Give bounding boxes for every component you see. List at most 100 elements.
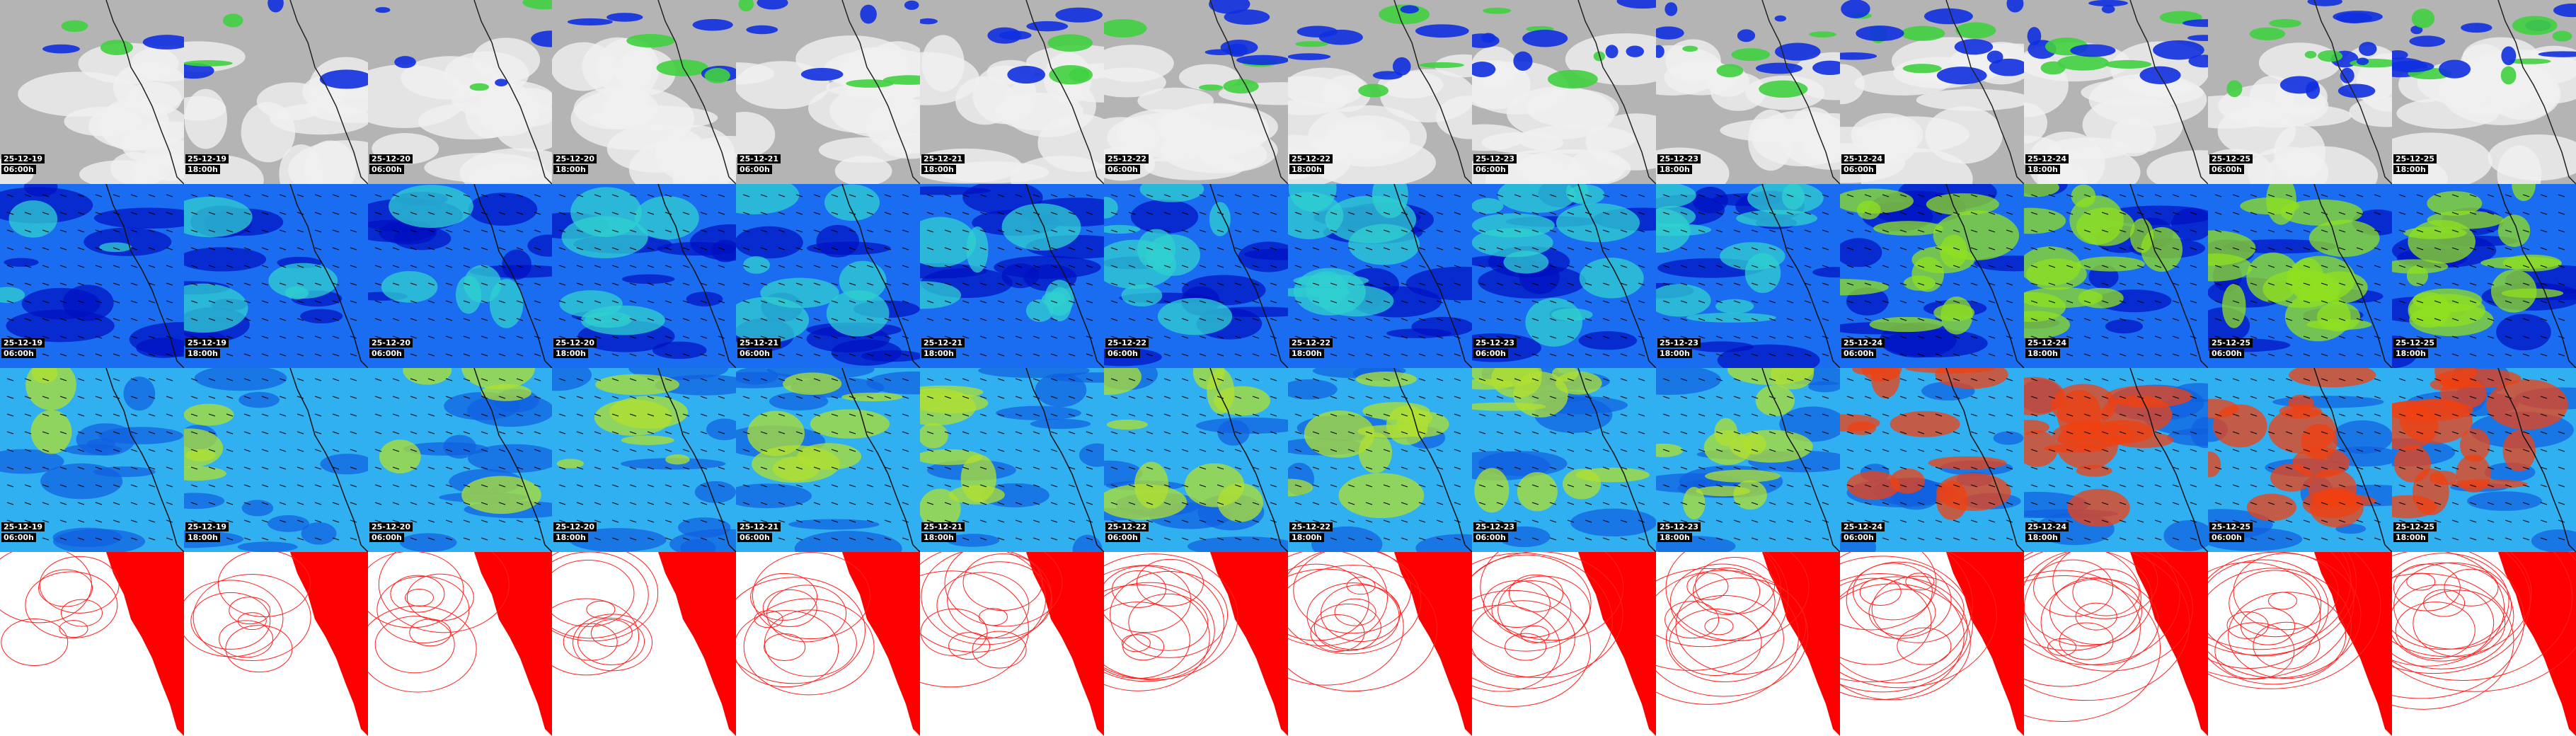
time-label: 06:00h — [1105, 165, 1140, 174]
date-label: 25-12-23 — [1657, 522, 1701, 531]
map-image — [1840, 368, 2024, 552]
date-label: 25-12-24 — [1841, 338, 1885, 347]
date-label: 25-12-25 — [2393, 522, 2437, 531]
map-image — [920, 184, 1104, 368]
time-label: 18:00h — [1657, 349, 1692, 358]
time-label: 18:00h — [1657, 165, 1692, 174]
map-panel — [736, 552, 920, 736]
map-panel: 25-12-22 18:00h — [1288, 184, 1472, 368]
time-label: 06:00h — [1841, 533, 1876, 542]
map-image — [552, 184, 736, 368]
date-label: 25-12-20 — [553, 522, 597, 531]
map-image — [1472, 0, 1656, 184]
date-label: 25-12-21 — [737, 154, 781, 163]
map-image — [368, 368, 552, 552]
map-panel: 25-12-23 18:00h — [1656, 184, 1840, 368]
date-label: 25-12-23 — [1473, 522, 1517, 531]
time-label: 18:00h — [921, 165, 956, 174]
map-image — [2024, 0, 2208, 184]
map-image — [1288, 184, 1472, 368]
map-panel: 25-12-20 06:00h — [368, 184, 552, 368]
map-image — [2024, 552, 2208, 736]
map-image — [1104, 552, 1288, 736]
time-label: 18:00h — [185, 533, 220, 542]
map-image — [2024, 184, 2208, 368]
map-panel: 25-12-23 18:00h — [1656, 0, 1840, 184]
map-panel — [2024, 552, 2208, 736]
time-label: 18:00h — [2393, 349, 2428, 358]
map-panel: 25-12-19 06:00h — [0, 368, 184, 552]
map-image — [736, 0, 920, 184]
date-label: 25-12-20 — [553, 338, 597, 347]
time-label: 06:00h — [2209, 165, 2244, 174]
map-image — [0, 184, 184, 368]
map-image — [552, 0, 736, 184]
map-panel: 25-12-24 18:00h — [2024, 368, 2208, 552]
map-panel — [1472, 552, 1656, 736]
map-image — [920, 552, 1104, 736]
map-image — [920, 0, 1104, 184]
map-panel: 25-12-21 06:00h — [736, 368, 920, 552]
map-image — [184, 552, 368, 736]
map-image — [552, 368, 736, 552]
time-label: 06:00h — [1841, 349, 1876, 358]
time-label: 18:00h — [1289, 533, 1324, 542]
time-label: 18:00h — [185, 349, 220, 358]
time-label: 18:00h — [2025, 533, 2060, 542]
date-label: 25-12-19 — [1, 338, 45, 347]
map-panel — [1104, 552, 1288, 736]
map-panel: 25-12-21 06:00h — [736, 0, 920, 184]
map-image — [1840, 552, 2024, 736]
map-panel: 25-12-25 06:00h — [2208, 184, 2392, 368]
time-label: 18:00h — [2025, 165, 2060, 174]
time-label: 06:00h — [1, 165, 36, 174]
map-panel — [184, 552, 368, 736]
map-panel: 25-12-24 06:00h — [1840, 368, 2024, 552]
map-image — [0, 552, 184, 736]
map-panel: 25-12-24 18:00h — [2024, 184, 2208, 368]
time-label: 06:00h — [2209, 533, 2244, 542]
map-image — [1288, 552, 1472, 736]
date-label: 25-12-20 — [369, 338, 413, 347]
time-label: 06:00h — [1841, 165, 1876, 174]
map-image — [1472, 184, 1656, 368]
map-panel — [368, 552, 552, 736]
map-panel: 25-12-20 06:00h — [368, 368, 552, 552]
map-image — [2208, 368, 2392, 552]
map-image — [1656, 552, 1840, 736]
map-image — [1840, 0, 2024, 184]
time-label: 06:00h — [2209, 349, 2244, 358]
map-image — [2208, 184, 2392, 368]
map-panel: 25-12-23 06:00h — [1472, 368, 1656, 552]
date-label: 25-12-23 — [1473, 338, 1517, 347]
map-panel: 25-12-21 18:00h — [920, 0, 1104, 184]
time-label: 06:00h — [737, 533, 772, 542]
map-panel — [1656, 552, 1840, 736]
date-label: 25-12-24 — [2025, 522, 2069, 531]
map-image — [736, 552, 920, 736]
time-label: 18:00h — [921, 349, 956, 358]
map-panel: 25-12-21 18:00h — [920, 184, 1104, 368]
map-panel: 25-12-19 18:00h — [184, 0, 368, 184]
time-label: 18:00h — [921, 533, 956, 542]
map-image — [184, 184, 368, 368]
map-panel: 25-12-24 06:00h — [1840, 0, 2024, 184]
map-panel: 25-12-20 06:00h — [368, 0, 552, 184]
date-label: 25-12-24 — [2025, 154, 2069, 163]
date-label: 25-12-25 — [2393, 338, 2437, 347]
time-label: 06:00h — [369, 165, 404, 174]
date-label: 25-12-24 — [2025, 338, 2069, 347]
date-label: 25-12-21 — [921, 154, 965, 163]
time-label: 06:00h — [1473, 349, 1508, 358]
map-image — [1840, 184, 2024, 368]
date-label: 25-12-23 — [1657, 338, 1701, 347]
map-image — [2208, 552, 2392, 736]
date-label: 25-12-23 — [1657, 154, 1701, 163]
map-panel: 25-12-20 18:00h — [552, 0, 736, 184]
map-image — [184, 0, 368, 184]
map-panel — [2392, 552, 2576, 736]
map-panel: 25-12-21 18:00h — [920, 368, 1104, 552]
time-label: 18:00h — [553, 349, 588, 358]
time-label: 06:00h — [1473, 533, 1508, 542]
map-image — [2392, 552, 2576, 736]
